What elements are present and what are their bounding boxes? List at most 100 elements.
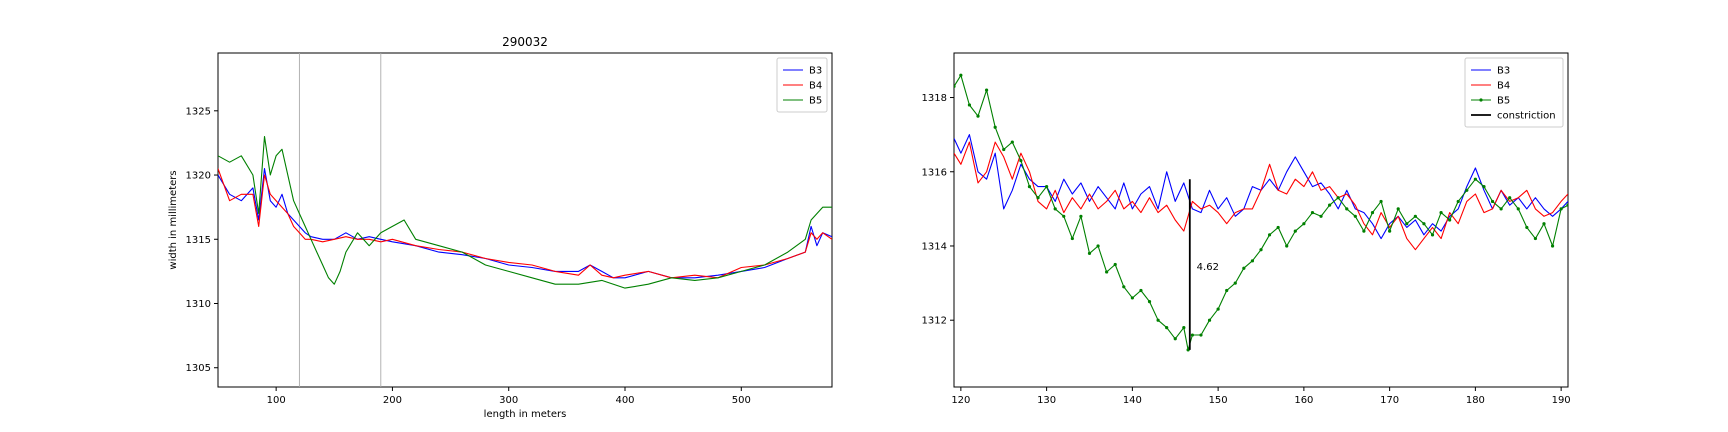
data-point [1345, 207, 1349, 211]
left-chart: 100 200 300 400 500 1305 1310 1315 1320 1325 29003… [168, 35, 833, 420]
data-point [1336, 196, 1340, 200]
y-tick-label: 1318 [922, 93, 947, 104]
data-point [1550, 244, 1555, 248]
data-point [1388, 229, 1392, 233]
data-point [967, 103, 972, 107]
y-tick-label: 1312 [922, 316, 947, 327]
y-tick-label: 1310 [186, 299, 211, 310]
data-point [976, 114, 980, 118]
data-point [1267, 233, 1272, 237]
data-point [1010, 140, 1014, 144]
data-point [1130, 296, 1134, 300]
data-point [1199, 333, 1203, 337]
right-chart: 120 130 140 150 160 170 180 190 1312 1314 1316 1318… [922, 52, 1571, 406]
data-point [1566, 203, 1568, 207]
data-point [1465, 188, 1469, 192]
data-point [1019, 159, 1023, 163]
data-point [1036, 196, 1040, 200]
data-point [984, 88, 989, 92]
y-tick-label: 1320 [186, 171, 211, 182]
legend-label-b3: B3 [1497, 66, 1510, 77]
data-point [1182, 326, 1186, 330]
data-point [1276, 225, 1280, 230]
data-point [1456, 199, 1460, 204]
data-point [1259, 248, 1263, 252]
data-point [1190, 333, 1194, 337]
data-point [1482, 185, 1486, 189]
data-point [1490, 199, 1495, 204]
series-line-b4 [954, 141, 1568, 251]
x-tick-label: 140 [1123, 395, 1142, 406]
data-point [1070, 236, 1074, 241]
series-group [954, 73, 1568, 352]
data-point [954, 84, 956, 88]
data-point [993, 125, 997, 129]
data-point [1139, 288, 1143, 293]
legend-label-b5: B5 [1497, 96, 1510, 107]
legend-marker [1479, 98, 1483, 102]
data-point [1328, 203, 1332, 207]
data-point [1413, 214, 1417, 218]
data-point [1173, 337, 1177, 341]
x-tick-label: 180 [1466, 395, 1485, 406]
y-tick-label: 1314 [922, 241, 947, 252]
data-point [1242, 266, 1246, 270]
data-point [1405, 222, 1409, 226]
data-point [1027, 185, 1032, 189]
data-point [959, 73, 963, 77]
x-tick-label: 190 [1552, 395, 1571, 406]
y-axis-label: width in millimeters [168, 170, 179, 269]
data-point [1473, 177, 1477, 181]
data-point [1310, 210, 1315, 215]
data-point [1379, 199, 1383, 204]
data-point [1053, 207, 1057, 211]
x-tick-label: 400 [615, 395, 634, 406]
y-tick-label: 1325 [186, 106, 211, 117]
legend-label-b5: B5 [809, 96, 822, 107]
data-point [1293, 229, 1297, 233]
plot-frame [217, 52, 833, 388]
data-point [1233, 281, 1237, 285]
data-point [1499, 207, 1503, 211]
x-tick-label: 100 [267, 395, 286, 406]
constriction-value-label: 4.62 [1197, 262, 1219, 273]
data-point [1319, 214, 1323, 218]
x-tick-label: 160 [1294, 395, 1313, 406]
legend-box [1464, 57, 1564, 128]
data-point [1113, 262, 1117, 267]
data-point [1533, 236, 1538, 241]
data-point [1147, 300, 1152, 304]
series-line-b5 [218, 135, 832, 289]
data-point [1542, 222, 1546, 226]
y-tick-label: 1316 [922, 167, 947, 178]
data-point [1207, 318, 1212, 322]
data-point [1370, 210, 1375, 215]
x-tick-label: 500 [732, 395, 751, 406]
data-point [1096, 244, 1100, 248]
data-point [1105, 270, 1109, 274]
data-point [1087, 251, 1092, 255]
plot-frame [953, 52, 1569, 388]
x-tick-label: 120 [951, 395, 970, 406]
x-tick-label: 130 [1037, 395, 1056, 406]
x-tick-label: 170 [1380, 395, 1399, 406]
legend-label-b4: B4 [809, 81, 822, 92]
series-group [218, 135, 832, 289]
legend-label-constriction: constriction [1497, 111, 1556, 122]
data-point [1250, 259, 1255, 263]
series-line-b4 [218, 168, 832, 279]
data-point [1062, 214, 1066, 218]
data-point [1396, 207, 1400, 211]
data-point [1422, 222, 1426, 226]
chart-title: 290032 [502, 35, 548, 49]
data-point [1516, 207, 1520, 211]
x-axis-label: length in meters [484, 409, 567, 420]
y-tick-label: 1315 [186, 235, 211, 246]
y-tick-label: 1305 [186, 363, 211, 374]
data-point [1353, 214, 1357, 218]
data-point [1448, 218, 1452, 222]
data-point [1122, 285, 1126, 289]
x-tick-label: 150 [1209, 395, 1228, 406]
data-point [1285, 244, 1289, 248]
